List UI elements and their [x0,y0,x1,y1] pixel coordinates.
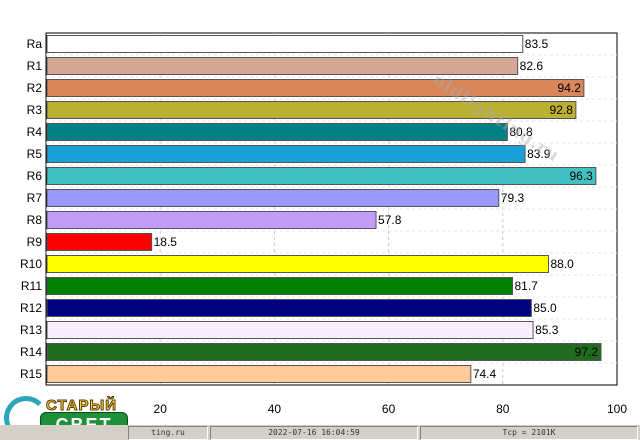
category-label: R1 [27,59,43,73]
value-label: 97.2 [575,345,599,359]
category-label: Ra [27,37,43,51]
category-label: R10 [20,257,42,271]
status-bar: ting.ru 2022-07-16 16:04:59 Tcp = 2101K [0,425,640,440]
category-label: R4 [27,125,43,139]
bars [46,35,602,383]
x-tick-label: 80 [496,402,510,416]
bar-r13 [46,321,534,339]
category-label: R6 [27,169,43,183]
value-label: 82.6 [520,59,544,73]
category-label: R13 [20,323,42,337]
category-label: R5 [27,147,43,161]
value-label: 85.0 [533,301,557,315]
x-tick-label: 100 [607,402,627,416]
bar-chart: Ra R1 R2 R3 R4 R5 R6 R7 R8 R9 R10 R11 R12 R13 R14 R15 8… [20,32,628,416]
value-label: 80.8 [509,125,533,139]
category-label: R3 [27,103,43,117]
bar-r4 [46,123,508,141]
x-tick-label: 60 [382,402,396,416]
category-label: R11 [21,279,42,293]
value-label: 85.3 [535,323,559,337]
bar-r2 [46,79,585,97]
status-tcp: Tcp = 2101K [420,426,638,440]
value-label: 74.4 [473,367,497,381]
value-label: 94.2 [558,81,582,95]
value-label: 79.3 [501,191,525,205]
category-label: R14 [20,345,42,359]
value-label: 83.5 [525,37,549,51]
bar-r7 [46,189,500,207]
category-labels: Ra R1 R2 R3 R4 R5 R6 R7 R8 R9 R10 R11 R12 R13 R14 R15 [20,37,42,381]
category-label: R2 [27,81,43,95]
value-label: 57.8 [378,213,402,227]
bar-r8 [46,211,377,229]
value-labels: 83.5 82.6 94.2 92.8 80.8 83.9 96.3 79.3 57.8 18.5… [154,37,599,381]
x-tick-label: 40 [268,402,282,416]
bar-r11 [46,277,514,295]
status-site: ting.ru [128,426,208,440]
bar-r1 [46,57,519,75]
bar-r5 [46,145,526,163]
value-label: 18.5 [154,235,178,249]
value-label: 88.0 [550,257,574,271]
logo-text-top: СТАРЫЙ [46,397,117,415]
category-label: R7 [27,191,43,205]
value-label: 96.3 [570,169,594,183]
bar-ra [46,35,524,53]
value-label: 92.8 [550,103,574,117]
bar-r14 [46,343,602,361]
bar-r3 [46,101,577,119]
x-tick-labels: 20 40 60 80 100 [154,402,628,416]
bar-r12 [46,299,532,317]
category-label: R9 [27,235,43,249]
bar-r6 [46,167,597,185]
bar-r15 [46,365,472,383]
category-label: R15 [20,367,42,381]
bar-r9 [46,233,153,251]
category-label: R12 [20,301,42,315]
value-label: 83.9 [527,147,551,161]
status-datetime: 2022-07-16 16:04:59 [210,426,418,440]
grid-lines [46,33,617,385]
category-label: R8 [27,213,43,227]
x-tick-label: 20 [154,402,168,416]
bar-r10 [46,255,549,273]
value-label: 81.7 [515,279,539,293]
